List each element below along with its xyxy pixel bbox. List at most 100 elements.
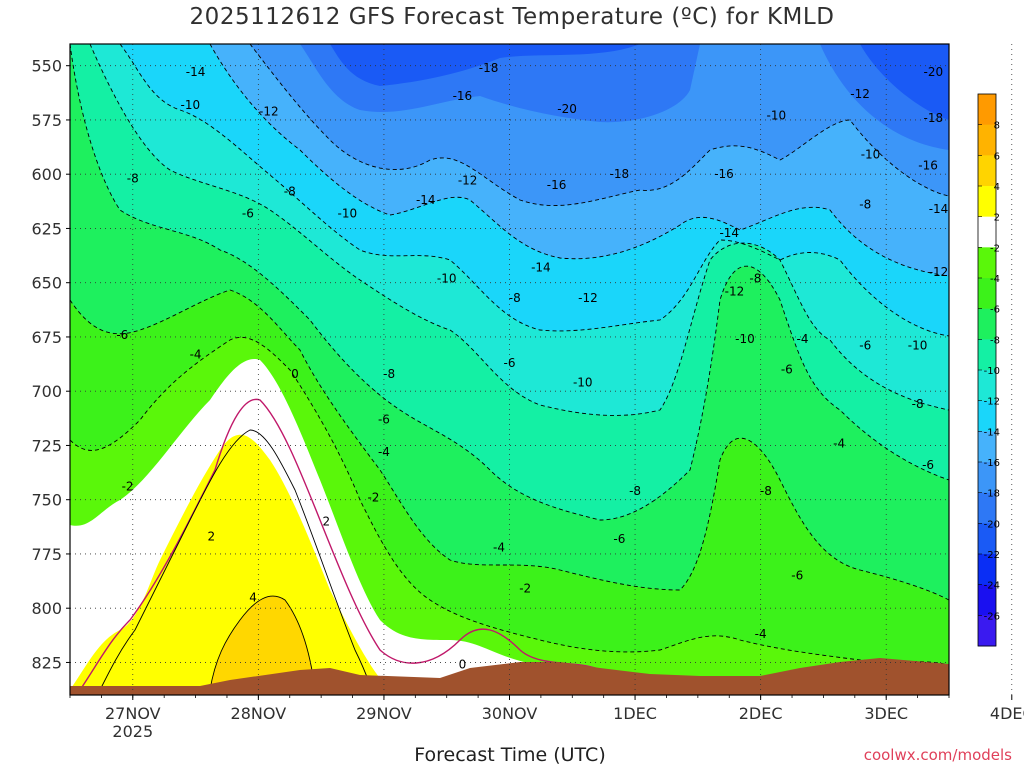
contour-label: -16	[714, 167, 734, 181]
colorbar-label: -18	[984, 489, 1000, 500]
colorbar-swatch	[978, 615, 996, 647]
contour-labels: -14 -18 -20-16-10 -12 -20 -10-12-18-10-16-8 -1…	[116, 61, 948, 672]
contour-label: -14	[531, 261, 551, 275]
contour-label: -20	[557, 102, 577, 116]
x-tick-label: 3DEC	[864, 704, 908, 723]
y-tick-label: 550	[31, 57, 62, 76]
contour-0	[79, 398, 601, 691]
colorbar-label: -12	[984, 397, 1000, 408]
contour-label: -2	[122, 480, 134, 494]
contour-label: -8	[912, 397, 924, 411]
colorbar: 8 6 4 2 -2 -4 -6 -8 -10 -12 -14 -16 -18 -20 -22 -24 -26	[977, 93, 1000, 647]
x-axis-label: Forecast Time (UTC)	[414, 744, 606, 766]
contour-label: -8	[629, 484, 641, 498]
fill-band-p2	[70, 434, 390, 695]
contour-label: -10	[437, 271, 457, 285]
colorbar-swatch	[978, 124, 996, 156]
contour-label: -8	[760, 484, 772, 498]
colorbar-label: 4	[994, 182, 1000, 193]
colorbar-swatch	[978, 523, 996, 555]
y-tick-label: 750	[31, 491, 62, 510]
y-axis: 550 575 600 625 650 675 700 725 750 775 800 825	[31, 57, 70, 672]
y-tick-label: 650	[31, 274, 62, 293]
colorbar-swatch	[978, 339, 996, 371]
contour-label: -14	[719, 226, 739, 240]
contour-label: -6	[242, 206, 254, 220]
contour-label: -2	[367, 491, 379, 505]
contour-label: -14	[416, 193, 436, 207]
contour-label: -10	[735, 332, 755, 346]
contour-label: 0	[459, 658, 467, 672]
y-tick-label: 700	[31, 382, 62, 401]
contour-label: -6	[859, 339, 871, 353]
contour-label: -6	[781, 363, 793, 377]
contour-label: -14	[929, 202, 949, 216]
contour-label: -4	[755, 627, 767, 641]
contour-label: -4	[378, 445, 390, 459]
colorbar-label: -26	[984, 611, 1000, 622]
contour-m10	[119, 44, 949, 337]
fill-band-p4	[210, 596, 315, 690]
colorbar-label: 2	[994, 213, 1000, 224]
contour-label: -10	[861, 148, 881, 162]
colorbar-swatch	[978, 370, 996, 402]
colorbar-swatch	[978, 308, 996, 340]
contour-label: -18	[479, 61, 499, 75]
colorbar-label: -22	[984, 550, 1000, 561]
colorbar-label: -20	[984, 519, 1000, 530]
contour-label: -4	[190, 347, 202, 361]
x-tick-label: 29NOV	[356, 704, 412, 723]
colorbar-swatch	[978, 247, 996, 279]
contour-label: -12	[850, 87, 870, 101]
x-tick-sublabel: 2025	[112, 722, 153, 741]
colorbar-label: -2	[990, 243, 1000, 254]
y-tick-label: 675	[31, 328, 62, 347]
contour-lines	[70, 44, 949, 691]
contour-label: -8	[859, 198, 871, 212]
contour-label: -12	[458, 174, 478, 188]
colorbar-label: -6	[990, 305, 1000, 316]
contour-label: -10	[767, 109, 787, 123]
contour-p2	[99, 429, 373, 691]
contour-label: -10	[337, 206, 357, 220]
grid	[70, 44, 1013, 695]
contour-label: -14	[186, 65, 206, 79]
credit-link[interactable]: coolwx.com/models	[863, 746, 1012, 764]
contour-label: -6	[504, 356, 516, 370]
contour-label: -8	[284, 185, 296, 199]
contour-label: -10	[573, 376, 593, 390]
colorbar-swatch	[978, 431, 996, 463]
colorbar-swatch	[978, 462, 996, 494]
contour-m12	[209, 44, 949, 277]
colorbar-swatch	[978, 94, 996, 126]
y-tick-label: 800	[31, 599, 62, 618]
contour-label: 0	[291, 367, 299, 381]
contour-label: -12	[259, 104, 279, 118]
contour-label: -8	[127, 172, 139, 186]
contour-label: -16	[453, 89, 473, 103]
colorbar-swatch	[978, 554, 996, 586]
contour-label: -2	[519, 582, 531, 596]
colorbar-label: -8	[990, 335, 1000, 346]
contour-label: -8	[509, 291, 521, 305]
colorbar-swatch	[978, 155, 996, 187]
contour-label: -6	[922, 458, 934, 472]
contour-label: -12	[929, 265, 949, 279]
contour-label: -10	[908, 339, 928, 353]
y-tick-label: 775	[31, 545, 62, 564]
terrain	[70, 658, 949, 695]
x-tick-label: 2DEC	[739, 704, 783, 723]
contour-m6	[70, 44, 949, 521]
colorbar-label: 6	[994, 151, 1000, 162]
contour-label: -4	[833, 436, 845, 450]
chart-title: 2025112612 GFS Forecast Temperature (ºC)…	[189, 4, 835, 30]
colorbar-label: 8	[994, 121, 1000, 132]
contour-label: -6	[613, 532, 625, 546]
y-tick-label: 600	[31, 165, 62, 184]
x-tick-label: 30NOV	[482, 704, 538, 723]
contour-label: -20	[923, 65, 943, 79]
contour-label: -12	[725, 284, 745, 298]
colorbar-label: -10	[984, 366, 1000, 377]
